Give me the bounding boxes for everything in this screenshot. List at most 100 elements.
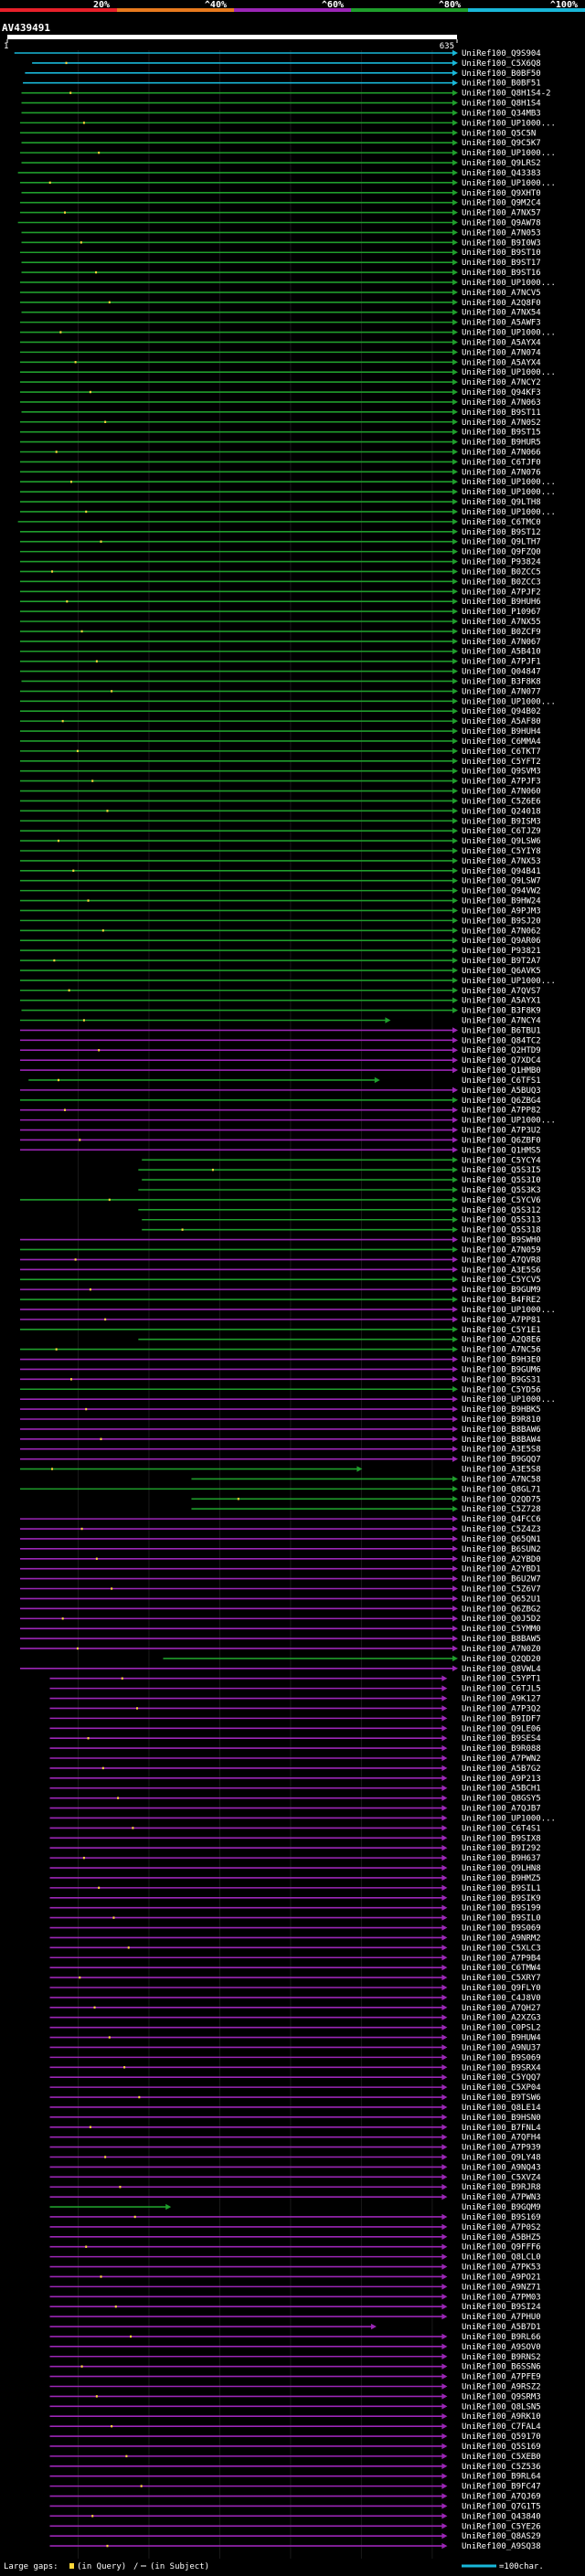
- hit-row[interactable]: UniRef100_Q43840: [49, 2512, 541, 2521]
- hit-row[interactable]: UniRef100_UP1000...: [19, 1395, 556, 1405]
- hit-row[interactable]: UniRef100_A7NCV5: [19, 289, 541, 298]
- hit-row[interactable]: UniRef100_A7PJF1: [19, 658, 541, 667]
- hit-label[interactable]: UniRef100_C5YCY4: [462, 1156, 541, 1165]
- hit-label[interactable]: UniRef100_A5AWF3: [462, 319, 541, 328]
- hit-row[interactable]: UniRef100_A5B7D1: [49, 2323, 541, 2332]
- hit-row[interactable]: UniRef100_C6TMC0: [17, 518, 541, 527]
- hit-row[interactable]: UniRef100_A7PP82: [19, 1107, 541, 1116]
- hit-label[interactable]: UniRef100_B9S199: [462, 1904, 541, 1913]
- hit-row[interactable]: UniRef100_Q9LY48: [49, 2154, 541, 2163]
- hit-row[interactable]: UniRef100_Q5S3I0: [142, 1176, 541, 1185]
- hit-row[interactable]: UniRef100_C5Z728: [191, 1505, 541, 1514]
- hit-label[interactable]: UniRef100_A9NRM2: [462, 1934, 541, 1943]
- hit-label[interactable]: UniRef100_Q9LE06: [462, 1724, 541, 1733]
- hit-label[interactable]: UniRef100_A5B410: [462, 648, 541, 657]
- hit-row[interactable]: UniRef100_Q9S904: [14, 49, 541, 58]
- hit-label[interactable]: UniRef100_A7PK53: [462, 2263, 541, 2273]
- hit-label[interactable]: UniRef100_B0ZCC3: [462, 578, 541, 587]
- hit-row[interactable]: UniRef100_A7NC56: [19, 1346, 541, 1355]
- hit-row[interactable]: UniRef100_B8BAW5: [19, 1635, 541, 1644]
- hit-row[interactable]: UniRef100_Q8LSN5: [49, 2402, 541, 2412]
- hit-label[interactable]: UniRef100_A7PP81: [462, 1316, 541, 1325]
- hit-row[interactable]: UniRef100_B9S169: [49, 2213, 541, 2222]
- hit-label[interactable]: UniRef100_A2Q8E6: [462, 1336, 541, 1345]
- hit-label[interactable]: UniRef100_Q94KF3: [462, 388, 541, 398]
- hit-label[interactable]: UniRef100_Q2HTD9: [462, 1046, 541, 1055]
- hit-label[interactable]: UniRef100_B9SIL0: [462, 1914, 541, 1924]
- hit-label[interactable]: UniRef100_C5YD56: [462, 1385, 541, 1394]
- hit-label[interactable]: UniRef100_C5XRY7: [462, 1974, 541, 1983]
- hit-label[interactable]: UniRef100_Q5S169: [462, 2443, 541, 2452]
- hit-row[interactable]: UniRef100_B9ST12: [19, 528, 541, 537]
- hit-label[interactable]: UniRef100_Q5S3I5: [462, 1166, 541, 1175]
- hit-label[interactable]: UniRef100_A7NCY4: [462, 1016, 541, 1025]
- hit-label[interactable]: UniRef100_A7N053: [462, 228, 541, 238]
- hit-row[interactable]: UniRef100_A2XZG3: [49, 2014, 541, 2023]
- hit-label[interactable]: UniRef100_B9ST16: [462, 269, 541, 278]
- hit-label[interactable]: UniRef100_B7FNL4: [462, 2124, 541, 2133]
- hit-row[interactable]: UniRef100_Q6ZBG4: [19, 1097, 541, 1106]
- hit-row[interactable]: UniRef100_B9GQM9: [49, 2203, 541, 2212]
- hit-row[interactable]: UniRef100_C5XEB0: [49, 2453, 541, 2462]
- hit-label[interactable]: UniRef100_C6T4S1: [462, 1824, 541, 1833]
- hit-row[interactable]: UniRef100_C5YCV5: [19, 1276, 541, 1285]
- hit-row[interactable]: UniRef100_UP1000...: [19, 478, 556, 487]
- hit-label[interactable]: UniRef100_B9ISM3: [462, 817, 541, 826]
- hit-label[interactable]: UniRef100_B9SIK9: [462, 1894, 541, 1903]
- hit-row[interactable]: UniRef100_Q9LRS2: [21, 159, 541, 168]
- hit-label[interactable]: UniRef100_A7PJF2: [462, 588, 541, 597]
- hit-row[interactable]: UniRef100_Q8H1S4-2: [21, 90, 551, 99]
- hit-label[interactable]: UniRef100_A9P213: [462, 1775, 541, 1784]
- hit-row[interactable]: UniRef100_Q9FZQ0: [19, 548, 541, 557]
- hit-label[interactable]: UniRef100_UP1000...: [462, 179, 556, 188]
- hit-label[interactable]: UniRef100_Q8LCL0: [462, 2253, 541, 2263]
- hit-row[interactable]: UniRef100_C6TFS1: [28, 1076, 541, 1086]
- hit-label[interactable]: UniRef100_A9RSZ2: [462, 2382, 541, 2391]
- hit-row[interactable]: UniRef100_C5YQQ7: [49, 2073, 541, 2083]
- hit-row[interactable]: UniRef100_B9S069: [49, 1924, 541, 1934]
- hit-row[interactable]: UniRef100_A3E5S8: [19, 1466, 541, 1475]
- hit-row[interactable]: UniRef100_A7QH27: [49, 2004, 541, 2013]
- hit-label[interactable]: UniRef100_Q65QN1: [462, 1535, 541, 1544]
- hit-label[interactable]: UniRef100_A3E5S8: [462, 1466, 541, 1475]
- hit-row[interactable]: UniRef100_B9ST15: [19, 429, 541, 438]
- hit-label[interactable]: UniRef100_C6TMW4: [462, 1964, 541, 1973]
- hit-row[interactable]: UniRef100_B9HW24: [19, 897, 541, 906]
- hit-label[interactable]: UniRef100_B9SI24: [462, 2303, 541, 2312]
- hit-label[interactable]: UniRef100_Q34MB3: [462, 109, 541, 118]
- hit-label[interactable]: UniRef100_A9SOV0: [462, 2343, 541, 2352]
- hit-row[interactable]: UniRef100_B9H637: [49, 1854, 541, 1863]
- hit-label[interactable]: UniRef100_Q9XHT0: [462, 189, 541, 198]
- hit-label[interactable]: UniRef100_Q652U1: [462, 1595, 541, 1604]
- hit-label[interactable]: UniRef100_UP1000...: [462, 1117, 556, 1126]
- hit-label[interactable]: UniRef100_UP1000...: [462, 488, 556, 497]
- hit-row[interactable]: UniRef100_A7N060: [19, 788, 541, 797]
- hit-label[interactable]: UniRef100_A5BCH1: [462, 1785, 541, 1794]
- hit-label[interactable]: UniRef100_A7PFE9: [462, 2373, 541, 2382]
- hit-row[interactable]: UniRef100_B9SIK9: [49, 1894, 541, 1903]
- hit-label[interactable]: UniRef100_C6TMC0: [462, 518, 541, 527]
- hit-label[interactable]: UniRef100_UP1000...: [462, 279, 556, 288]
- hit-row[interactable]: UniRef100_C5YFT2: [19, 758, 541, 767]
- hit-label[interactable]: UniRef100_A5AYX1: [462, 997, 541, 1006]
- hit-row[interactable]: UniRef100_B0BF50: [25, 69, 541, 79]
- hit-label[interactable]: UniRef100_A7NC56: [462, 1346, 541, 1355]
- hit-row[interactable]: UniRef100_A5BUQ3: [19, 1087, 541, 1096]
- hit-label[interactable]: UniRef100_B9ST12: [462, 528, 541, 537]
- hit-label[interactable]: UniRef100_C6TJL5: [462, 1685, 541, 1694]
- hit-row[interactable]: UniRef100_A7QFH4: [49, 2134, 541, 2143]
- hit-label[interactable]: UniRef100_Q9LSW6: [462, 837, 541, 846]
- hit-row[interactable]: UniRef100_Q84TC2: [19, 1036, 541, 1045]
- hit-label[interactable]: UniRef100_B8BAW6: [462, 1426, 541, 1435]
- hit-label[interactable]: UniRef100_Q9AW78: [462, 219, 541, 228]
- hit-row[interactable]: UniRef100_A5AYX4: [19, 338, 541, 347]
- hit-row[interactable]: UniRef100_B9ST11: [21, 408, 541, 418]
- hit-label[interactable]: UniRef100_A7NX54: [462, 309, 541, 318]
- hit-row[interactable]: UniRef100_Q8LCL0: [49, 2253, 541, 2263]
- hit-label[interactable]: UniRef100_C5YFT2: [462, 758, 541, 767]
- hit-label[interactable]: UniRef100_B9RL64: [462, 2473, 541, 2482]
- hit-label[interactable]: UniRef100_Q8AS29: [462, 2532, 541, 2541]
- hit-label[interactable]: UniRef100_C7FAL4: [462, 2422, 541, 2432]
- hit-row[interactable]: UniRef100_B9SWH0: [19, 1236, 541, 1246]
- hit-row[interactable]: UniRef100_A9P213: [49, 1775, 541, 1784]
